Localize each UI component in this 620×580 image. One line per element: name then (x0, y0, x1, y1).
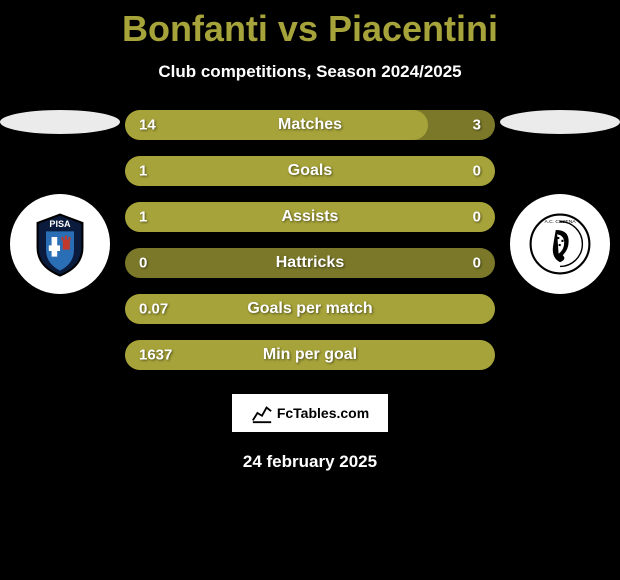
stat-row-matches: 14 Matches 3 (125, 110, 495, 140)
player-left-column: PISA (0, 110, 120, 294)
stat-right-value: 0 (473, 163, 481, 180)
stat-right-value: 3 (473, 117, 481, 134)
player-right-column: A.C. CESENA (500, 110, 620, 294)
page-title: Bonfanti vs Piacentini (0, 0, 620, 50)
stat-left-value: 1637 (139, 347, 172, 364)
stat-label: Goals per match (247, 300, 372, 318)
brand-badge[interactable]: FcTables.com (230, 392, 390, 434)
stat-left-value: 0 (139, 255, 147, 272)
stat-label: Assists (282, 208, 339, 226)
stat-left-value: 0.07 (139, 301, 168, 318)
comparison-panel: PISA A.C. CESENA (0, 110, 620, 472)
chart-icon (251, 402, 273, 424)
stat-row-min-per-goal: 1637 Min per goal (125, 340, 495, 370)
player-right-placeholder (500, 110, 620, 134)
stat-fill (125, 110, 428, 140)
player-left-placeholder (0, 110, 120, 134)
stat-row-goals-per-match: 0.07 Goals per match (125, 294, 495, 324)
stat-bars: 14 Matches 3 1 Goals 0 1 Assists 0 0 Hat… (125, 110, 495, 370)
stat-row-hattricks: 0 Hattricks 0 (125, 248, 495, 278)
stat-right-value: 0 (473, 209, 481, 226)
stat-row-assists: 1 Assists 0 (125, 202, 495, 232)
stat-left-value: 14 (139, 117, 156, 134)
brand-text: FcTables.com (277, 405, 369, 421)
stat-row-goals: 1 Goals 0 (125, 156, 495, 186)
club-right-badge: A.C. CESENA (510, 194, 610, 294)
stat-label: Goals (288, 162, 332, 180)
date-text: 24 february 2025 (0, 452, 620, 472)
stat-label: Hattricks (276, 254, 344, 272)
svg-text:A.C. CESENA: A.C. CESENA (545, 219, 577, 225)
club-left-badge: PISA (10, 194, 110, 294)
stat-left-value: 1 (139, 209, 147, 226)
svg-text:PISA: PISA (49, 219, 71, 229)
stat-left-value: 1 (139, 163, 147, 180)
stat-label: Matches (278, 116, 342, 134)
stat-right-value: 0 (473, 255, 481, 272)
pisa-crest-icon: PISA (25, 209, 95, 279)
subtitle: Club competitions, Season 2024/2025 (0, 62, 620, 82)
cesena-crest-icon: A.C. CESENA (525, 209, 595, 279)
stat-label: Min per goal (263, 346, 357, 364)
